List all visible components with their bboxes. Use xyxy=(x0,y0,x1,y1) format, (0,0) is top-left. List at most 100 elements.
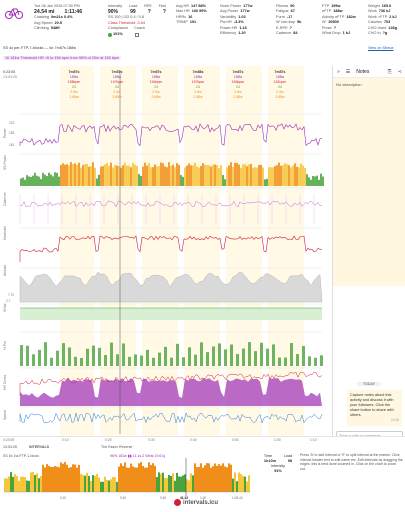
lap-summary: Time Load 1h10m 98 Intensity 91% xyxy=(258,454,298,474)
zone-bar xyxy=(256,167,258,186)
mini-bar xyxy=(82,474,84,492)
lap-header[interactable]: 7m58s 188w 157bpm 24 2.5w 2.68w xyxy=(186,70,210,100)
view-on-strava-link[interactable]: View on Strava xyxy=(368,46,394,50)
power-stat-value: 177w xyxy=(243,4,253,8)
activity-description[interactable]: No description xyxy=(333,78,405,286)
pw-bar xyxy=(218,343,221,366)
mini-bar xyxy=(40,476,42,492)
pw-bar xyxy=(62,343,65,366)
zone-bar xyxy=(250,163,252,186)
mini-bar xyxy=(128,467,130,492)
notes-panel: » ☰ Notes ⎘ ⋖ No description TODAY Captu… xyxy=(332,66,405,446)
intervals-mini-chart[interactable]: 0:20 0:40 0:48 1:00 1:08:40 41:22 xyxy=(0,452,255,502)
lap-header[interactable]: 7m57s 188w 154bpm 24 2.5w 2.68w xyxy=(144,70,168,100)
power-tick-mid: 183 xyxy=(9,131,15,135)
pw-bar xyxy=(32,354,35,366)
zone-bar xyxy=(194,162,196,186)
feel-value[interactable]: ? xyxy=(162,8,166,15)
intervals-mini-svg[interactable]: 0:20 0:40 0:48 1:00 1:08:40 41:22 xyxy=(0,452,255,502)
time-axis-tick: 0:40 xyxy=(190,438,197,442)
zone-bar xyxy=(166,167,168,186)
attach-icon[interactable]: ⎘ xyxy=(387,68,392,75)
mini-bar xyxy=(248,475,250,492)
zone-bar xyxy=(132,162,134,186)
zone-bar xyxy=(78,162,80,186)
weight-stat-row: Calories 703 xyxy=(368,20,397,25)
zone-bar xyxy=(64,164,66,186)
notes-tab[interactable]: Notes xyxy=(356,68,370,75)
zone-bar xyxy=(98,174,100,186)
lap-time-label: Time xyxy=(263,454,273,458)
rpe-label[interactable]: RPE xyxy=(144,4,152,8)
lap-stat: 7m57s xyxy=(274,70,286,74)
zone-bar xyxy=(276,165,278,186)
activity-chart[interactable]: 223 183 181 7.70 2.7 xyxy=(0,66,330,436)
zone-bar xyxy=(312,176,314,186)
fitness-stat-label: Fitness xyxy=(276,4,289,8)
power-stat-row: Pw:HR -3.3% xyxy=(220,20,252,25)
activity-date: Tue 06 Jan 2026 07:30 PM xyxy=(34,4,80,8)
zone-bar xyxy=(92,162,94,186)
mini-bar xyxy=(30,472,32,492)
route-name: The Essex Reverse xyxy=(101,445,133,449)
zone-bar xyxy=(94,167,96,186)
power-stats: Norm Power 177w Avg Power 177w Variability 1.… xyxy=(220,4,252,36)
notes-chevron-icon[interactable]: » xyxy=(337,68,340,75)
zone-bar xyxy=(74,163,76,186)
zone-bar xyxy=(316,175,318,186)
mini-bar xyxy=(182,475,184,492)
brand-footer[interactable]: intervals.icu xyxy=(174,499,218,506)
lap-header[interactable]: 7m57s 188w 147bpm 24 2.5w 2.68w xyxy=(105,70,129,100)
mini-bar xyxy=(184,474,186,492)
coach-checkbox[interactable] xyxy=(134,32,139,37)
pw-bar xyxy=(128,356,131,366)
power-tick-top: 223 xyxy=(9,121,15,125)
mini-bar xyxy=(142,466,144,492)
zone-bar xyxy=(150,167,152,186)
mini-bar xyxy=(138,463,140,492)
lap-stat: 7m57s xyxy=(68,70,80,74)
lap-header[interactable]: 7m57s 188w 156bpm 24 2.5w 2.68w xyxy=(226,70,250,100)
mini-bar xyxy=(38,478,40,492)
lap-stat: 2.68w xyxy=(69,95,79,99)
mini-bar xyxy=(100,481,102,492)
bike-icon xyxy=(5,8,23,20)
pw-bar xyxy=(230,344,233,366)
mini-cursor-label: 41:22 xyxy=(180,496,188,500)
pw-bar xyxy=(260,342,263,366)
weight-stat-row: CHO Used 146g xyxy=(368,26,397,31)
pw-bar xyxy=(284,357,287,366)
fitness-stat-label: E-RPE xyxy=(276,25,288,30)
mini-bar xyxy=(130,463,132,492)
hr-stat-label: HRRc xyxy=(176,14,187,19)
share-icon[interactable]: ⋖ xyxy=(397,68,402,75)
rpe-value[interactable]: ? xyxy=(147,8,151,15)
mini-bar xyxy=(6,478,8,492)
zone-bar xyxy=(286,164,288,186)
threshold-stat-label: Activity eFTP xyxy=(322,14,345,19)
lap-header[interactable]: 7m57s 188w 158bpm 24 2.5w 2.68w xyxy=(62,70,86,100)
mini-bar xyxy=(222,463,224,492)
lap-stat: 24 xyxy=(236,85,240,89)
zone-bar xyxy=(152,167,154,186)
mini-bar xyxy=(68,467,70,492)
threshold-stat-row: W'bal Drop 1 kJ xyxy=(322,31,356,36)
lap-header[interactable]: 7m57s 188w 161bpm 24 2.5w 2.68w xyxy=(268,70,292,100)
zone-bar xyxy=(260,164,262,186)
feel-label[interactable]: Feel xyxy=(158,4,166,8)
zone-bar xyxy=(266,178,268,186)
lap-stat: 24 xyxy=(154,85,158,89)
mini-bar xyxy=(228,463,230,492)
activity-chart-svg[interactable]: 223 183 181 7.70 2.7 xyxy=(0,66,330,436)
zone-bar xyxy=(280,165,282,186)
zone-bar xyxy=(22,177,24,186)
weight-stat-value: 146g xyxy=(388,25,398,30)
lap-stat: 188w xyxy=(233,75,243,79)
power-stat-value: -3.3% xyxy=(233,20,244,25)
zone-bar xyxy=(154,164,156,186)
zone-bar xyxy=(198,167,200,186)
pw-bar xyxy=(158,352,161,366)
weight-stat-value: 703 xyxy=(383,20,391,25)
zone-bar xyxy=(224,179,226,186)
zone-bar xyxy=(220,165,222,186)
